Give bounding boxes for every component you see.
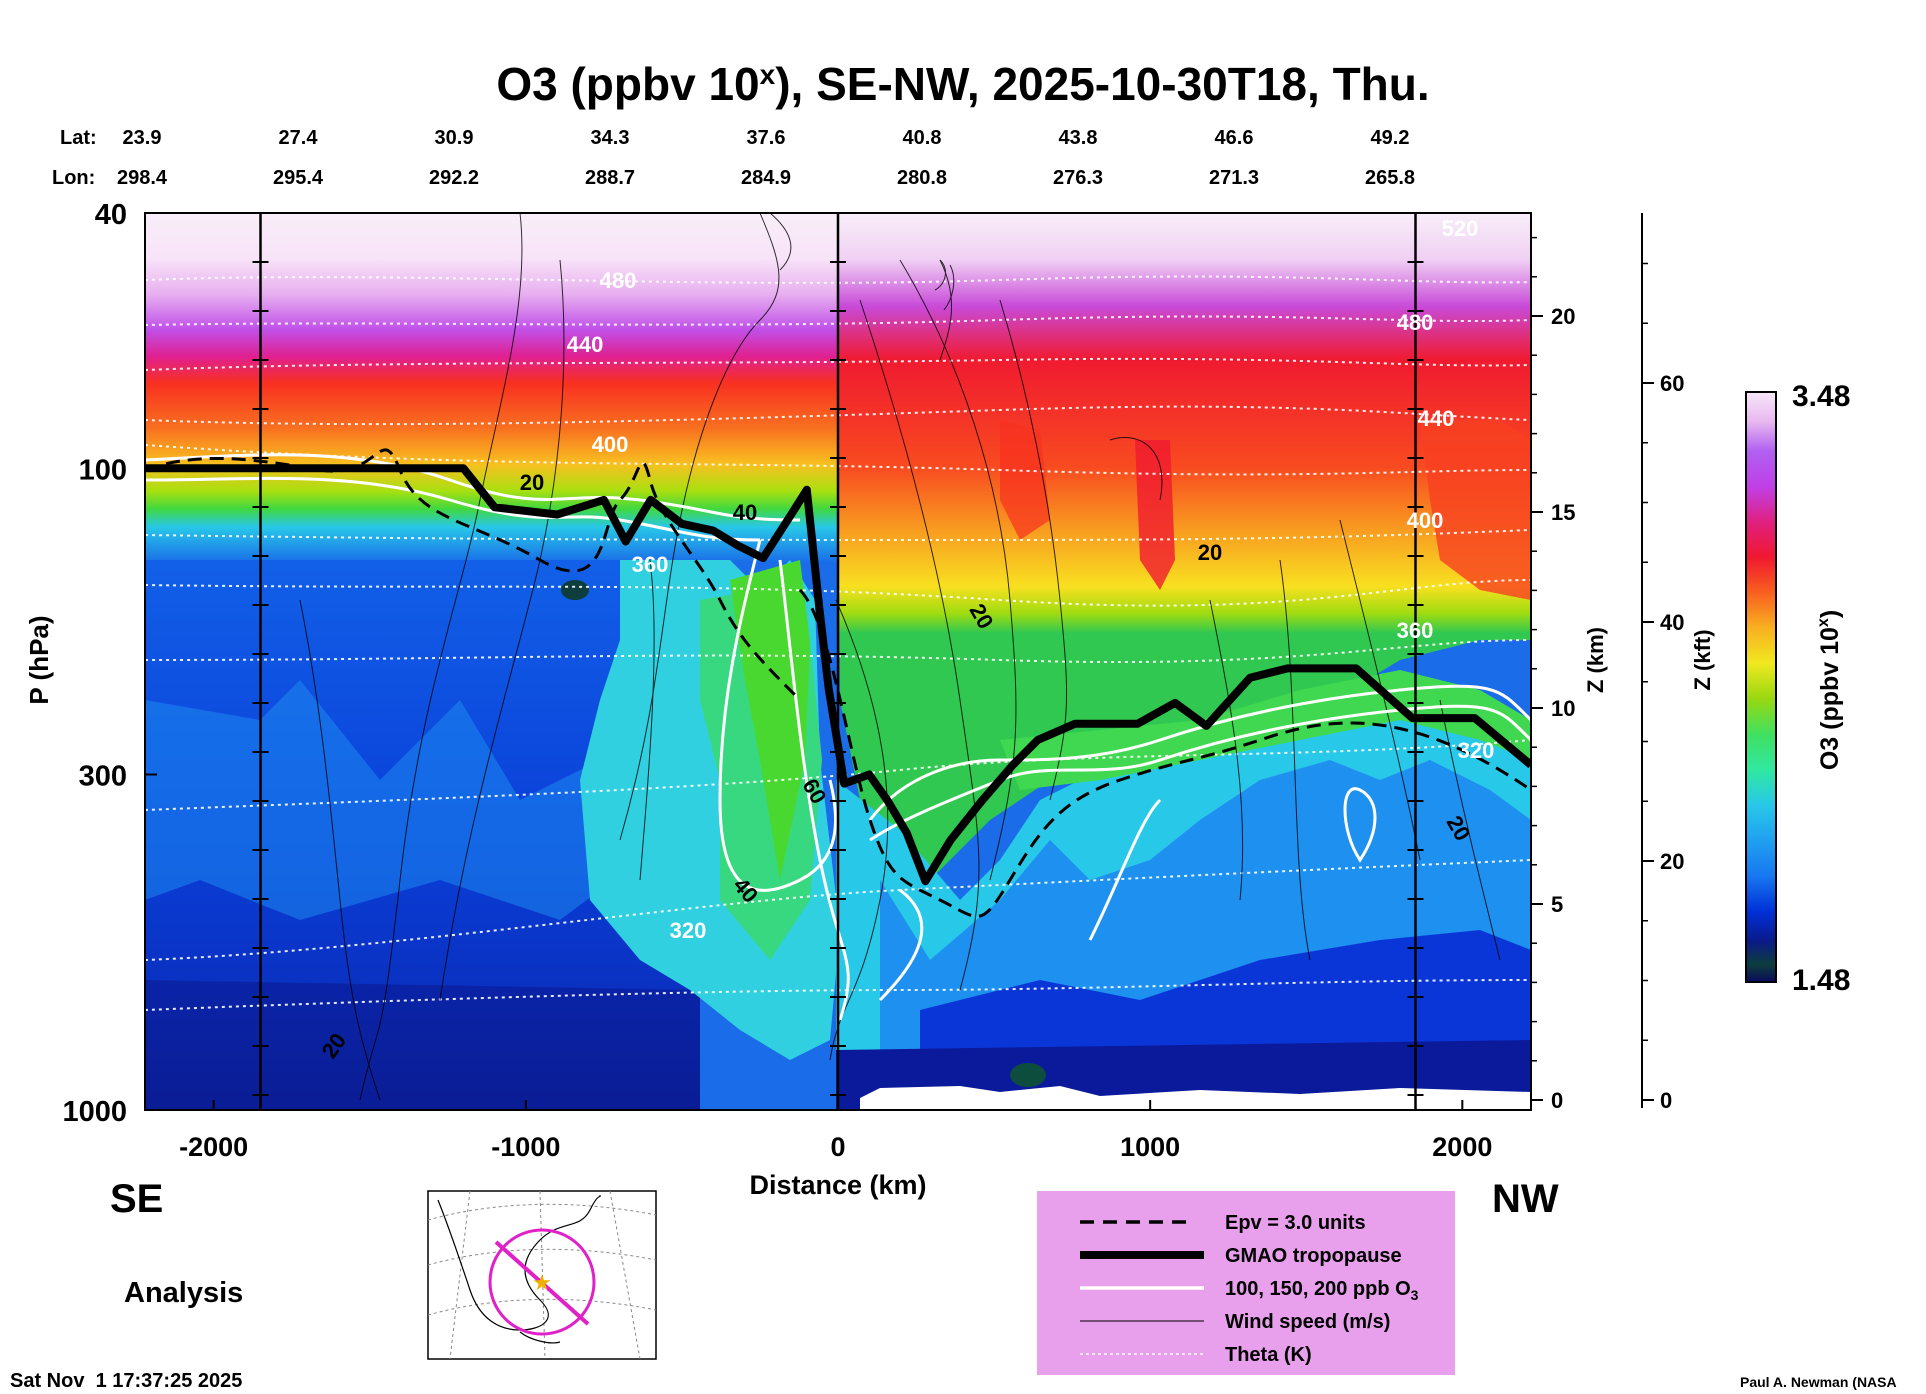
- chart-title: O3 (ppbv 10x), SE-NW, 2025-10-30T18, Thu…: [496, 58, 1429, 110]
- theta-label: 440: [1418, 406, 1455, 431]
- wind-label: 40: [733, 500, 757, 525]
- lat-value: 46.6: [1215, 127, 1254, 149]
- y-tick-label: 1000: [62, 1096, 127, 1128]
- z-km-tick-label: 15: [1551, 500, 1575, 525]
- lat-value: 43.8: [1059, 127, 1098, 149]
- lat-value: 30.9: [435, 127, 474, 149]
- z-kft-axis: 0 20 40 60: [1641, 213, 1684, 1113]
- y-tick-label: 40: [95, 199, 127, 231]
- lon-value: 265.8: [1365, 167, 1415, 189]
- lon-value: 276.3: [1053, 167, 1103, 189]
- theta-label: 440: [567, 332, 604, 357]
- map-inset: ★: [427, 1190, 657, 1360]
- x-tick-label: -2000: [179, 1132, 248, 1162]
- wind-label: 20: [1198, 540, 1222, 565]
- lon-value: 298.4: [117, 167, 168, 189]
- colorbar-min-label: 1.48: [1792, 964, 1850, 997]
- legend-label-ozone: 100, 150, 200 ppb O3: [1225, 1278, 1419, 1303]
- lat-lon-rows: Lat: Lon: 23.9 27.4 30.9 34.3 37.6 40.8 43.8 46.6…: [52, 127, 1415, 189]
- nw-direction-label: NW: [1492, 1177, 1559, 1221]
- z-km-tick-label: 5: [1551, 892, 1563, 917]
- z-kft-tick-label: 60: [1660, 371, 1684, 396]
- lat-value: 37.6: [747, 127, 786, 149]
- lon-value: 271.3: [1209, 167, 1259, 189]
- lon-value: 280.8: [897, 167, 947, 189]
- lon-value: 295.4: [273, 167, 324, 189]
- lon-row-label: Lon:: [52, 167, 95, 189]
- credit-text: Paul A. Newman (NASA: [1740, 1374, 1897, 1390]
- y-tick-label: 300: [79, 760, 127, 792]
- z-km-axis: 0 5 10 15 20: [1530, 213, 1575, 1113]
- z-km-tick-label: 20: [1551, 304, 1575, 329]
- y-axis-label: P (hPa): [24, 615, 54, 704]
- z-km-tick-label: 10: [1551, 696, 1575, 721]
- timestamp: Sat Nov 1 17:37:25 2025: [10, 1370, 243, 1392]
- z-kft-tick-label: 40: [1660, 610, 1684, 635]
- colorbar: [1745, 391, 1777, 983]
- coastline-icon: [437, 1194, 601, 1331]
- theta-labels: 480 440 400 360 320 520 480 440 400 360 320: [567, 216, 1495, 943]
- se-direction-label: SE: [110, 1177, 164, 1221]
- lat-value: 23.9: [123, 127, 162, 149]
- lat-value: 34.3: [591, 127, 630, 149]
- lon-value: 292.2: [429, 167, 479, 189]
- section-vertical-lines: [252, 213, 1424, 1110]
- gmao-tropopause-line: [145, 464, 1531, 886]
- theta-label: 520: [1442, 216, 1479, 241]
- x-tick-label: 2000: [1432, 1132, 1492, 1162]
- x-axis: -2000 -1000 0 1000 2000: [179, 1100, 1492, 1162]
- theta-label: 360: [632, 552, 669, 577]
- section-line-icon: [494, 1240, 590, 1326]
- section-circle-icon: [488, 1228, 596, 1336]
- theta-contours: [145, 275, 1531, 1011]
- legend-label-theta: Theta (K): [1225, 1344, 1312, 1366]
- theta-label: 480: [1397, 310, 1434, 335]
- center-star-icon: ★: [532, 1270, 552, 1295]
- colorbar-max-label: 3.48: [1792, 380, 1850, 413]
- theta-label: 360: [1397, 618, 1434, 643]
- lon-value: 288.7: [585, 167, 635, 189]
- z-kft-tick-label: 20: [1660, 849, 1684, 874]
- analysis-label: Analysis: [124, 1277, 244, 1309]
- x-tick-label: 0: [830, 1132, 845, 1162]
- legend-label-epv: Epv = 3.0 units: [1225, 1212, 1366, 1234]
- x-tick-label: -1000: [491, 1132, 560, 1162]
- theta-label: 480: [600, 268, 637, 293]
- legend-label-wind: Wind speed (m/s): [1225, 1311, 1390, 1333]
- x-tick-label: 1000: [1120, 1132, 1180, 1162]
- lat-value: 40.8: [903, 127, 942, 149]
- z-kft-tick-label: 0: [1660, 1088, 1672, 1113]
- theta-label: 320: [1458, 738, 1495, 763]
- z-kft-axis-label: Z (kft): [1690, 629, 1715, 690]
- lon-value: 284.9: [741, 167, 791, 189]
- legend-label-tropopause: GMAO tropopause: [1225, 1245, 1402, 1267]
- colorbar-title: O3 (ppbv 10x): [1815, 610, 1844, 770]
- z-km-tick-label: 0: [1551, 1088, 1563, 1113]
- theta-label: 400: [592, 432, 629, 457]
- theta-label: 400: [1407, 508, 1444, 533]
- lat-row-label: Lat:: [60, 127, 97, 149]
- theta-label: 320: [670, 918, 707, 943]
- wind-label: 20: [520, 470, 544, 495]
- z-km-axis-label: Z (km): [1583, 627, 1608, 693]
- y-tick-label: 100: [79, 454, 127, 486]
- lat-value: 49.2: [1371, 127, 1410, 149]
- x-axis-label: Distance (km): [749, 1170, 926, 1200]
- y-axis: 40 100 300 1000: [62, 199, 157, 1128]
- lat-value: 27.4: [279, 127, 319, 149]
- legend: Epv = 3.0 units GMAO tropopause 100, 150…: [1037, 1191, 1455, 1375]
